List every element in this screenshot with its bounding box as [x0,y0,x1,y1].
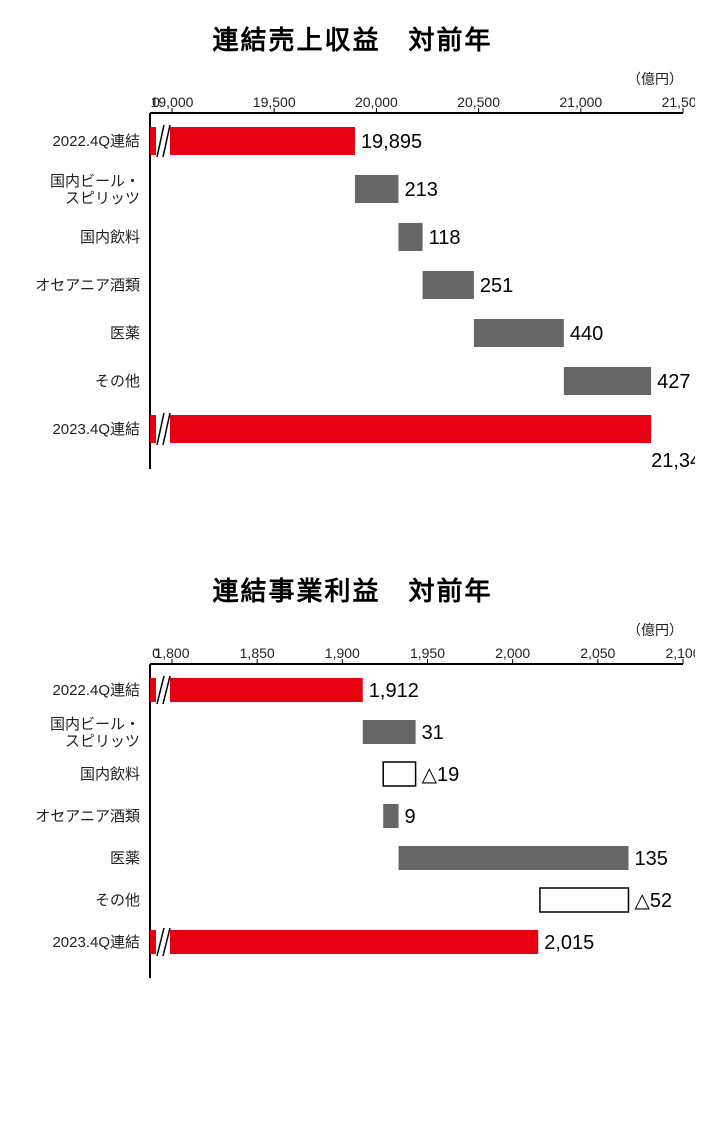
svg-text:国内ビール・: 国内ビール・ [50,173,140,190]
svg-text:△52: △52 [634,890,672,912]
chart1-unit: （億円） [10,69,695,89]
svg-text:医薬: 医薬 [110,850,140,867]
chart2-svg: 01,8001,8501,9001,9502,0002,0502,1002022… [10,642,695,1002]
svg-text:国内ビール・: 国内ビール・ [50,716,140,733]
svg-text:△19: △19 [422,764,460,786]
svg-text:1,850: 1,850 [240,645,275,661]
svg-text:2023.4Q連結: 2023.4Q連結 [52,934,140,951]
svg-text:427: 427 [657,371,690,393]
svg-text:213: 213 [404,179,437,201]
svg-text:2,015: 2,015 [544,932,594,954]
svg-text:オセアニア酒類: オセアニア酒類 [35,808,140,825]
svg-text:2023.4Q連結: 2023.4Q連結 [52,421,140,438]
chart1-title: 連結売上収益 対前年 [10,20,695,57]
svg-text:2022.4Q連結: 2022.4Q連結 [52,133,140,150]
revenue-waterfall-chart: 連結売上収益 対前年 （億円） 019,00019,50020,00020,50… [10,20,695,501]
svg-text:2,100: 2,100 [665,645,695,661]
chart1-svg: 019,00019,50020,00020,50021,00021,500202… [10,91,695,501]
svg-text:スピリッツ: スピリッツ [65,733,140,750]
svg-text:1,950: 1,950 [410,645,445,661]
svg-text:9: 9 [405,806,416,828]
svg-text:19,000: 19,000 [151,94,194,110]
svg-text:21,000: 21,000 [559,94,602,110]
svg-text:2,050: 2,050 [580,645,615,661]
svg-text:1,912: 1,912 [369,680,419,702]
svg-text:19,500: 19,500 [253,94,296,110]
svg-text:医薬: 医薬 [110,325,140,342]
svg-text:20,500: 20,500 [457,94,500,110]
svg-text:20,000: 20,000 [355,94,398,110]
svg-text:135: 135 [634,848,667,870]
svg-text:251: 251 [480,275,513,297]
svg-text:オセアニア酒類: オセアニア酒類 [35,277,140,294]
svg-text:19,895: 19,895 [361,131,422,153]
chart2-title: 連結事業利益 対前年 [10,571,695,608]
chart2-unit: （億円） [10,620,695,640]
svg-text:21,344: 21,344 [651,450,695,472]
svg-text:国内飲料: 国内飲料 [80,229,140,246]
svg-text:その他: その他 [95,892,140,909]
svg-text:21,500: 21,500 [662,94,695,110]
svg-text:1,800: 1,800 [154,645,189,661]
svg-text:118: 118 [429,227,461,249]
svg-text:2,000: 2,000 [495,645,530,661]
svg-text:スピリッツ: スピリッツ [65,190,140,207]
svg-text:1,900: 1,900 [325,645,360,661]
svg-text:国内飲料: 国内飲料 [80,766,140,783]
svg-text:その他: その他 [95,373,140,390]
svg-text:2022.4Q連結: 2022.4Q連結 [52,682,140,699]
svg-text:31: 31 [422,722,444,744]
svg-text:440: 440 [570,323,603,345]
profit-waterfall-chart: 連結事業利益 対前年 （億円） 01,8001,8501,9001,9502,0… [10,571,695,1002]
